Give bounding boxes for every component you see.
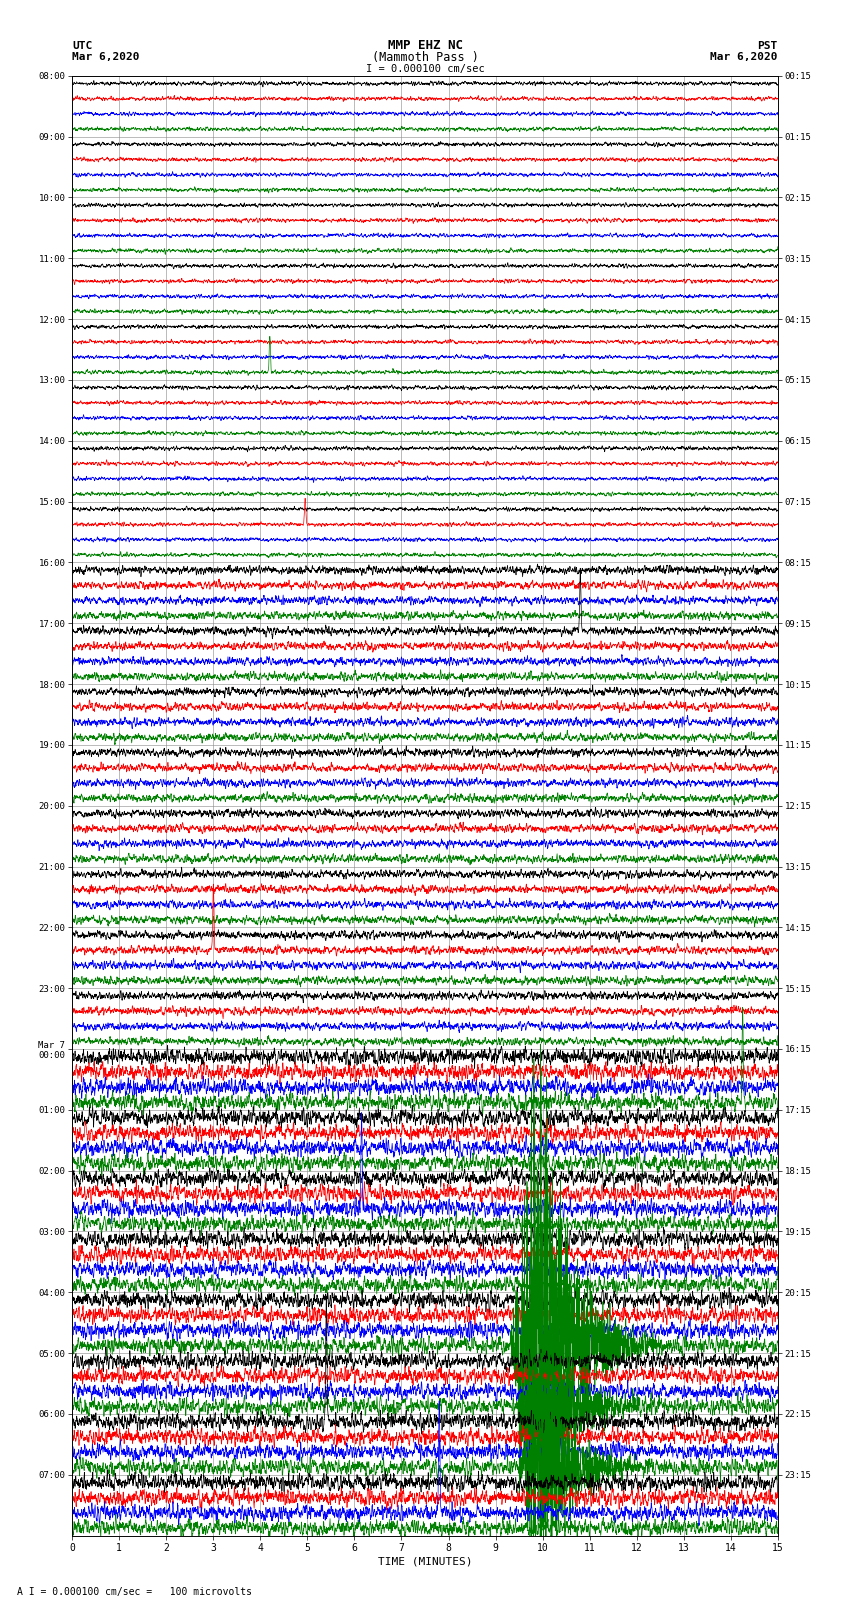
Text: Mar 6,2020: Mar 6,2020 bbox=[711, 52, 778, 63]
Text: A I = 0.000100 cm/sec =   100 microvolts: A I = 0.000100 cm/sec = 100 microvolts bbox=[17, 1587, 252, 1597]
Text: MMP EHZ NC: MMP EHZ NC bbox=[388, 39, 462, 53]
Text: PST: PST bbox=[757, 40, 778, 52]
Text: Mar 6,2020: Mar 6,2020 bbox=[72, 52, 139, 63]
X-axis label: TIME (MINUTES): TIME (MINUTES) bbox=[377, 1557, 473, 1566]
Text: UTC: UTC bbox=[72, 40, 93, 52]
Text: (Mammoth Pass ): (Mammoth Pass ) bbox=[371, 50, 479, 65]
Text: I = 0.000100 cm/sec: I = 0.000100 cm/sec bbox=[366, 63, 484, 74]
